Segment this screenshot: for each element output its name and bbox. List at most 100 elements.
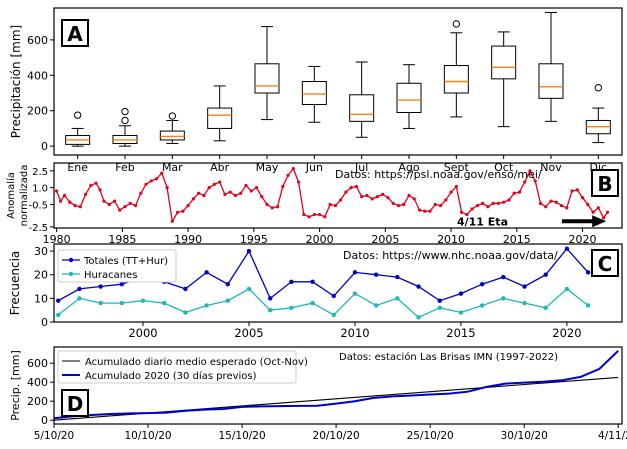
box-flier (168, 112, 177, 120)
box-body (538, 63, 564, 99)
series-point-1 (458, 310, 464, 315)
series-point-0 (225, 281, 230, 287)
mei-point (62, 193, 67, 198)
panel-d-y-tick-label: 0 (41, 414, 48, 427)
panel-d-label: D (61, 389, 89, 417)
panel-b-y-tick-label: 1.0 (32, 184, 48, 195)
mei-point (197, 191, 201, 195)
panel-a-x-tick-label: Sept (444, 161, 470, 174)
mei-point (386, 196, 390, 200)
series-point-1 (289, 305, 294, 311)
mei-point (291, 167, 295, 171)
box-Ene (65, 111, 91, 147)
mei-point (154, 177, 159, 181)
mei-point (344, 190, 348, 194)
box-body (207, 107, 233, 129)
mei-point (312, 212, 316, 217)
mei-point (212, 182, 217, 186)
box-flier (594, 83, 603, 92)
panel-b-x-tick-label: 1980 (43, 233, 71, 246)
panel-b-x-tick-label: 1995 (240, 233, 268, 246)
series-point-0 (437, 298, 442, 303)
series-point-1 (204, 303, 209, 308)
mei-point (128, 201, 132, 205)
mei-point (328, 202, 332, 207)
mei-point (133, 203, 138, 208)
mei-point (207, 186, 211, 190)
series-point-1 (543, 305, 548, 311)
box-flier (73, 111, 82, 119)
mei-point (565, 206, 569, 210)
panel-b-ylabel-2: normalizada (19, 165, 30, 227)
panel-a-ylabel: Precipitación [mm] (9, 25, 23, 138)
panel-c-label: C (591, 249, 619, 277)
mei-point (391, 201, 395, 205)
panel-d-x-tick-label: 15/10/20 (218, 430, 265, 442)
mei-point (165, 186, 169, 190)
panel-b-x-tick-label: 2020 (569, 233, 597, 246)
box-body (301, 81, 327, 106)
mei-point (181, 209, 185, 213)
panel-c-x-tick-label: 2015 (446, 326, 475, 340)
series-point-0 (98, 284, 103, 289)
mei-point (554, 200, 558, 204)
series-line-1 (57, 288, 589, 319)
mei-point (354, 184, 359, 189)
mei-point (601, 216, 606, 220)
panel-d-label-text: D (67, 392, 84, 416)
box-Dic (585, 83, 611, 144)
box-Mar (159, 112, 185, 144)
mei-point (191, 197, 195, 201)
mei-point (123, 205, 127, 209)
legend-label-1: Huracanes (84, 270, 137, 281)
series-point-0 (183, 286, 188, 292)
panel-d-legend (57, 350, 297, 384)
mei-point (375, 195, 380, 199)
box-Jul (349, 61, 375, 138)
mei-point (538, 201, 543, 205)
legend-label-0: Totales (TT+Hur) (83, 256, 168, 267)
series-point-0 (267, 296, 273, 301)
panel-d-ylabel: Precip. [mm] (9, 350, 22, 421)
panel-a-label-box (61, 19, 89, 47)
mei-point (78, 205, 82, 209)
panel-c-label-box (591, 249, 619, 277)
series-point-1 (479, 303, 485, 308)
series-point-1 (310, 300, 315, 306)
mei-point (459, 210, 464, 214)
mei-point (544, 205, 548, 209)
box-Feb (112, 107, 138, 147)
mei-point (94, 181, 98, 185)
mei-point (605, 210, 610, 214)
mei-point (423, 209, 427, 213)
box-Sept (443, 20, 469, 118)
mei-point (402, 202, 406, 207)
panel-a-x-tick-label: Jun (305, 161, 323, 174)
mei-point (218, 180, 222, 184)
mei-point (396, 203, 401, 208)
mei-point (559, 203, 564, 208)
mei-point (512, 191, 516, 195)
box-body (254, 63, 280, 94)
mei-point (107, 202, 111, 207)
panel-b-frame (53, 162, 623, 229)
mei-point (507, 198, 511, 202)
legend-label-d-0: Acumulado diario medio esperado (Oct-Nov… (85, 357, 308, 368)
panel-a-x-tick-label: Oct (494, 161, 514, 174)
box-Ago (396, 64, 422, 129)
mei-point (549, 199, 553, 203)
panel-d-x-tick-label: 20/10/20 (313, 430, 360, 442)
panel-d-x-tick-label: 25/10/20 (407, 430, 454, 442)
series-point-1 (501, 296, 506, 301)
panel-a-x-tick-label: Abr (210, 161, 230, 174)
mei-point (112, 199, 117, 203)
series-point-1 (522, 300, 527, 306)
series-point-0 (522, 284, 527, 289)
panel-d-x-tick-label: 5/10/20 (34, 430, 74, 442)
mei-point (528, 169, 532, 173)
mei-point (475, 203, 479, 208)
series-point-1 (56, 312, 61, 318)
mei-point (149, 179, 153, 183)
mei-point (55, 189, 59, 193)
